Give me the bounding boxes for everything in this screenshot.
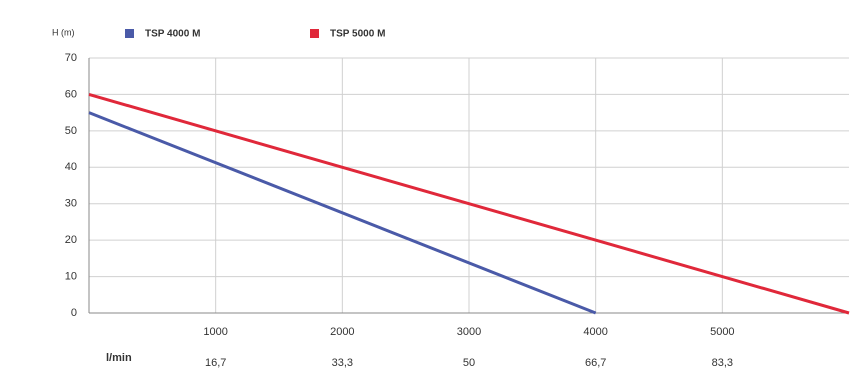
y-tick-label: 10 bbox=[65, 270, 77, 282]
x2-tick-label: 66,7 bbox=[585, 357, 606, 369]
y-tick-label: 50 bbox=[65, 125, 77, 137]
x2-tick-label: 50 bbox=[463, 357, 475, 369]
y-axis-label: H (m) bbox=[52, 27, 75, 37]
x-tick-label: 4000 bbox=[583, 326, 607, 338]
y-tick-label: 40 bbox=[65, 161, 77, 173]
x2-tick-label: 33,3 bbox=[332, 357, 353, 369]
x2-tick-label: 16,7 bbox=[205, 357, 226, 369]
x2-unit-label: l/min bbox=[106, 352, 132, 364]
x-tick-label: 1000 bbox=[203, 326, 227, 338]
y-tick-label: 30 bbox=[65, 198, 77, 210]
legend-swatch bbox=[310, 29, 319, 38]
x2-tick-label: 83,3 bbox=[712, 357, 733, 369]
y-tick-label: 60 bbox=[65, 88, 77, 100]
y-tick-label: 0 bbox=[71, 307, 77, 319]
legend-swatch bbox=[125, 29, 134, 38]
y-tick-label: 70 bbox=[65, 52, 77, 64]
x-tick-label: 2000 bbox=[330, 326, 354, 338]
x-tick-label: 5000 bbox=[710, 326, 734, 338]
y-tick-label: 20 bbox=[65, 234, 77, 246]
x-tick-label: 3000 bbox=[457, 326, 481, 338]
legend-label: TSP 5000 M bbox=[330, 29, 385, 40]
series-line bbox=[88, 111, 597, 315]
legend-label: TSP 4000 M bbox=[145, 29, 200, 40]
series-line bbox=[88, 92, 850, 315]
